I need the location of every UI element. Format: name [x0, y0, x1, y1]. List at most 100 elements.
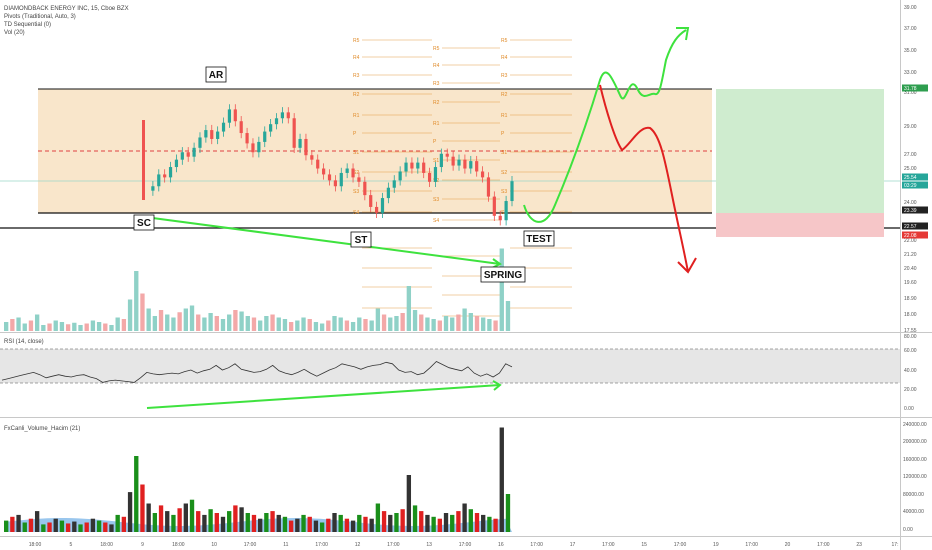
candle-body — [469, 161, 473, 169]
rsi-divergence-arrow — [146, 384, 501, 409]
price-axis[interactable]: 39.00 37.00 35.00 33.00 31.00 29.00 27.00 25.00… — [904, 5, 917, 334]
volume-bar — [270, 511, 275, 532]
volume-bar — [363, 319, 368, 331]
time-tick: 23 — [856, 542, 862, 548]
volume-bar — [78, 325, 83, 331]
volume-bar — [183, 503, 188, 532]
bullish-projection-path — [523, 29, 687, 223]
volume-bar — [381, 314, 387, 331]
volume-bar — [394, 513, 399, 532]
volume-bar — [72, 322, 77, 331]
volume-bar — [245, 513, 250, 532]
candle-body — [351, 168, 355, 178]
candle-body — [316, 159, 320, 169]
price-tag — [902, 222, 928, 230]
volume-tick: 200000.00 — [903, 439, 927, 445]
candle-body — [486, 177, 491, 197]
volume-bar — [505, 494, 511, 532]
volume-bar — [239, 507, 244, 532]
pivot-label: S1 — [501, 150, 507, 156]
candle-body — [221, 122, 226, 132]
price-tick: 25.00 — [904, 166, 917, 172]
volume-bar — [295, 518, 300, 532]
candle-body — [492, 196, 496, 216]
price-tick: 29.00 — [904, 124, 917, 130]
symbol-title[interactable]: DIAMONDBACK ENERGY INC, 15, Cboe BZX — [4, 6, 129, 12]
volume-bar — [505, 301, 511, 331]
volume-axis[interactable]: 240000.00 200000.00 160000.00 120000.00 8000… — [903, 422, 927, 533]
volume-bar — [468, 313, 473, 331]
rsi-legend[interactable]: RSI (14, close) — [4, 339, 44, 345]
volume-bar — [394, 316, 399, 331]
rsi-axis[interactable]: 80.00 60.00 40.00 20.00 0.00 — [904, 334, 917, 412]
pivot-label: S4 — [501, 210, 507, 216]
volume-bar — [196, 511, 201, 532]
volume-bar — [258, 518, 263, 532]
volume-bar — [189, 305, 195, 331]
volume-bar — [251, 317, 257, 331]
svg-text:SPRING: SPRING — [484, 270, 523, 281]
volume-bar — [462, 308, 467, 331]
volume-bar — [264, 316, 269, 331]
climax-candle — [142, 120, 145, 200]
price-tag-label: 31.78 — [904, 86, 917, 92]
pivot-label: P — [501, 131, 505, 137]
td-sequential-legend[interactable]: TD Sequential (0) — [4, 22, 51, 28]
rsi-tick: 20.00 — [904, 387, 917, 393]
volume-bar — [34, 511, 40, 532]
volume-bar — [381, 511, 387, 532]
volume-bar — [28, 518, 34, 532]
volume-bar — [456, 511, 461, 532]
volume-bar — [400, 509, 405, 532]
volume-tick: 40000.00 — [903, 509, 924, 515]
candle-body — [457, 159, 461, 166]
volume-bar — [140, 293, 145, 331]
volume-bar — [450, 514, 455, 532]
volume-bar — [437, 518, 442, 532]
volume-bar — [208, 313, 213, 331]
candle-body — [398, 171, 402, 181]
time-axis[interactable]: 18:00 5 18:00 9 18:00 10 17:00 11 17:00 12 17:00 13… — [29, 542, 899, 548]
svg-text:ST: ST — [355, 235, 368, 246]
vol-legend[interactable]: Vol (20) — [4, 30, 25, 36]
candle-body — [204, 130, 208, 138]
volume-bar — [47, 323, 52, 331]
volume-bar — [474, 513, 480, 532]
volume-bar — [251, 514, 257, 532]
candle-body — [380, 198, 385, 213]
candle-body — [475, 161, 479, 172]
volume-bar — [462, 503, 467, 532]
pivot-levels: R5 R4 R3 R2 R1 P S1 S2 S3 S4 R5 R4 R3 R2 R1 P S1 S2 S3 S4 R5… — [353, 38, 572, 317]
volume-bar — [332, 513, 337, 532]
pivot-label: S1 — [433, 158, 439, 164]
volume-bar — [258, 320, 263, 331]
price-tag — [902, 173, 928, 181]
volume-bar — [202, 317, 207, 331]
volume-bar — [134, 456, 139, 532]
volume-bar — [319, 522, 325, 532]
pivot-label: R5 — [433, 46, 440, 52]
stop-loss-zone — [716, 213, 884, 237]
price-tick: 19.60 — [904, 280, 917, 286]
volume-bar — [78, 524, 83, 532]
price-tag — [902, 181, 928, 189]
pivots-legend[interactable]: Pivots (Traditional, Auto, 3) — [4, 14, 76, 20]
candle-body — [345, 168, 349, 173]
volume-indicator-legend[interactable]: FxCanli_Volume_Hacim (21) — [4, 426, 80, 432]
svg-text:SC: SC — [137, 218, 151, 229]
candle-body — [369, 195, 373, 207]
price-tick: 24.00 — [904, 200, 917, 206]
candle-body — [198, 137, 202, 148]
price-tick: 31.00 — [904, 90, 917, 96]
volume-bar — [357, 514, 362, 532]
volume-bar — [487, 319, 492, 331]
candle-body — [186, 152, 190, 157]
candle-body — [163, 174, 167, 178]
candle-body — [251, 143, 255, 153]
time-tick: 17 — [570, 542, 576, 548]
price-tick: 17.55 — [904, 328, 917, 334]
candle-body — [404, 162, 408, 172]
volume-tick: 160000.00 — [903, 457, 927, 463]
price-tick: 39.00 — [904, 5, 917, 11]
volume-bar — [152, 513, 158, 532]
